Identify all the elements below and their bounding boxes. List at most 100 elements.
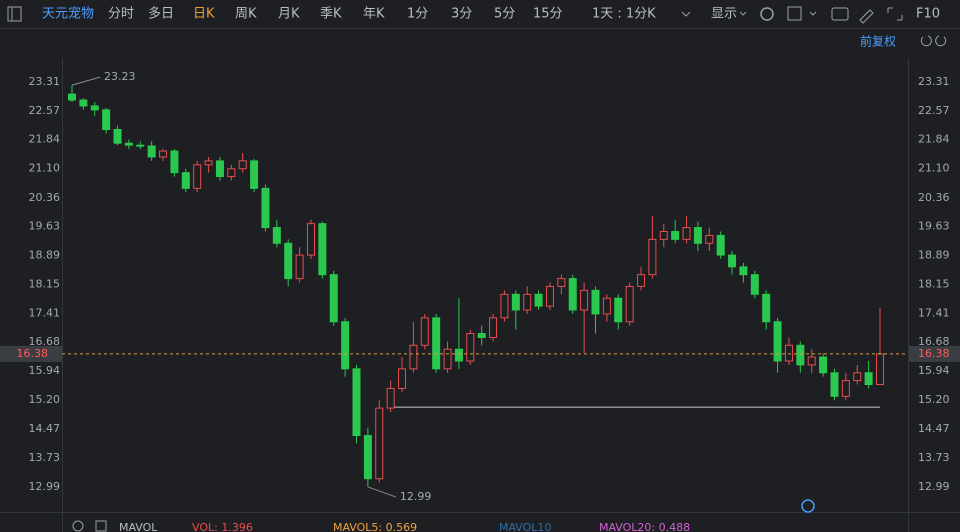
- candle-body: [443, 348, 452, 370]
- tab[interactable]: 多日: [148, 6, 174, 22]
- candle-body: [682, 227, 691, 240]
- adjust-select[interactable]: 前复权: [860, 34, 896, 49]
- indicator-label: MAVOL: [119, 521, 158, 532]
- candle-body: [728, 254, 737, 268]
- display-menu[interactable]: 显示: [711, 7, 737, 22]
- sidebar-icon[interactable]: [7, 6, 22, 22]
- candle-body: [511, 293, 520, 311]
- camera-icon[interactable]: [831, 7, 849, 21]
- y-tick-label-right: 14.47: [918, 422, 950, 435]
- candle-body: [750, 274, 759, 295]
- y-tick-label: 16.68: [29, 335, 61, 348]
- candle-body: [853, 372, 862, 382]
- y-tick-label-right: 15.20: [918, 393, 950, 406]
- candle-body: [227, 168, 236, 178]
- candle-body: [398, 368, 407, 389]
- candle-body: [204, 160, 213, 166]
- tab[interactable]: 分时: [108, 7, 134, 22]
- candle-body: [864, 372, 873, 386]
- period-select[interactable]: 1天 : 1分K: [592, 7, 656, 22]
- checkbox-icon[interactable]: [787, 6, 802, 21]
- tab[interactable]: 日K: [193, 7, 215, 22]
- y-tick-label: 22.57: [29, 104, 61, 117]
- candle-body: [625, 285, 634, 323]
- candle-body: [739, 266, 748, 276]
- y-tick-label: 18.89: [29, 248, 61, 261]
- candle-body: [614, 297, 623, 323]
- candle-body: [762, 293, 771, 323]
- settings-icon[interactable]: [760, 7, 774, 21]
- candle-body: [352, 368, 361, 437]
- candle-body: [454, 348, 463, 362]
- candle-body: [238, 160, 247, 170]
- y-tick-label: 19.63: [29, 219, 61, 232]
- redo-icon[interactable]: [935, 35, 947, 47]
- candle-body: [329, 274, 338, 323]
- candle-body: [716, 234, 725, 256]
- candle-body: [500, 293, 509, 319]
- candle-body: [466, 333, 475, 362]
- candle-body: [830, 372, 839, 397]
- vol-close-icon[interactable]: [95, 520, 107, 532]
- candle-body: [580, 289, 589, 311]
- candle-body: [693, 227, 702, 244]
- candle-body: [306, 223, 315, 256]
- f10-button[interactable]: F10: [916, 7, 940, 22]
- candle-body: [295, 254, 304, 280]
- y-tick-label-right: 19.63: [918, 219, 950, 232]
- y-tick-label-right: 20.36: [918, 191, 950, 204]
- candle-body: [784, 344, 793, 362]
- candle-body: [773, 321, 782, 362]
- tab[interactable]: 周K: [235, 7, 257, 22]
- tab[interactable]: 15分: [533, 7, 563, 22]
- plot: 23.31 23.31 22.57 22.57 21.84 21.84 21.10 21.10…: [0, 70, 960, 503]
- vol-settings-icon[interactable]: [72, 520, 84, 532]
- candle-body: [147, 145, 156, 158]
- y-tick-label: 18.15: [29, 277, 61, 290]
- candle-body: [341, 321, 350, 370]
- candle-body: [261, 187, 270, 229]
- fullscreen-icon[interactable]: [887, 7, 903, 21]
- draw-icon[interactable]: [859, 9, 874, 24]
- dropdown-arrow: [809, 11, 817, 16]
- y-tick-label-right: 17.41: [918, 307, 950, 320]
- tab[interactable]: 年K: [363, 7, 385, 22]
- locate-icon[interactable]: [801, 499, 815, 513]
- candle-body: [523, 293, 532, 311]
- undo-icon[interactable]: [920, 35, 932, 47]
- y-tick-label-right: 21.10: [918, 162, 950, 175]
- tab[interactable]: 季K: [320, 7, 342, 22]
- y-tick-label-right: 23.31: [918, 75, 950, 88]
- candle-body: [876, 353, 884, 386]
- candle-body: [102, 109, 111, 130]
- tab[interactable]: 3分: [451, 7, 472, 22]
- candle-body: [705, 234, 714, 244]
- y-tick-label-right: 18.15: [918, 277, 950, 290]
- dropdown-arrow: [681, 11, 691, 17]
- tab[interactable]: 月K: [278, 7, 300, 22]
- stock-name[interactable]: 天元宠物: [42, 6, 94, 22]
- low-marker: 12.99: [400, 490, 432, 503]
- candle-body: [193, 164, 202, 189]
- tabs: 分时 多日 日K 周K 月K 季K 年K 1分 3分 5分 15分: [108, 6, 563, 22]
- tab[interactable]: 5分: [494, 7, 515, 22]
- candle-body: [363, 435, 372, 480]
- high-leader: [71, 76, 101, 86]
- candle-body: [477, 333, 486, 338]
- candle-body: [591, 289, 600, 315]
- candle-body: [545, 285, 554, 307]
- candle-body: [215, 160, 224, 178]
- y-tick-label: 21.84: [29, 133, 61, 146]
- y-tick-label-right: 12.99: [918, 480, 950, 493]
- y-tick-label: 21.10: [29, 162, 61, 175]
- candle-body: [557, 278, 566, 287]
- candle-body: [79, 99, 88, 107]
- y-tick-label-right: 18.89: [918, 248, 950, 261]
- candle-body: [637, 274, 646, 287]
- last-price-label-right: 16.38: [918, 347, 950, 360]
- candle-body: [409, 344, 418, 370]
- tab[interactable]: 1分: [407, 7, 428, 22]
